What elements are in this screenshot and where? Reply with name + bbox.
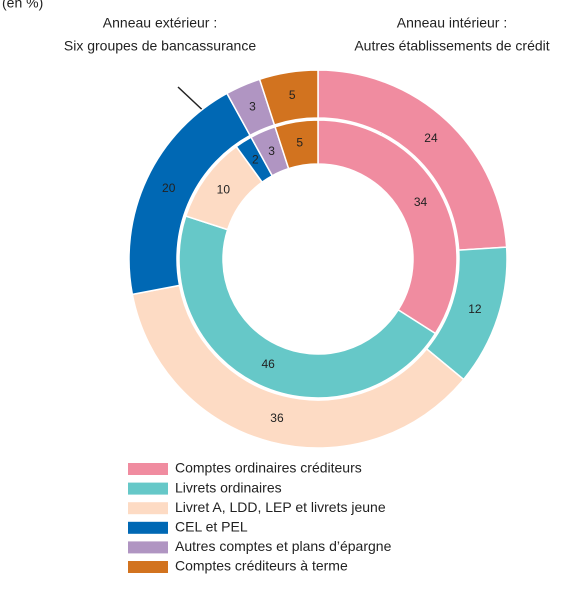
value-label: 34	[414, 195, 428, 209]
legend-label: Livrets ordinaires	[175, 479, 282, 495]
value-label: 2	[252, 152, 259, 166]
legend-label: CEL et PEL	[175, 519, 248, 535]
value-label: 36	[270, 411, 284, 425]
ring-segment	[274, 119, 319, 170]
unit-note: (en %)	[2, 0, 43, 11]
legend-label: Comptes ordinaires créditeurs	[175, 460, 362, 476]
ring-description: Six groupes de bancassurance	[64, 38, 256, 54]
value-label: 5	[296, 136, 303, 150]
ring-label: Anneau intérieur :	[397, 15, 508, 31]
legend-swatch	[128, 541, 168, 554]
legend-swatch	[128, 521, 168, 534]
ring-segment	[178, 215, 437, 399]
value-label: 20	[162, 181, 176, 195]
legend-swatch	[128, 561, 168, 573]
value-label: 3	[249, 100, 256, 114]
legend-label: Livret A, LDD, LEP et livrets jeune	[175, 499, 386, 515]
value-label: 3	[268, 144, 275, 158]
value-label: 10	[217, 182, 231, 196]
ring-segment	[131, 284, 465, 449]
ring-segment	[317, 119, 458, 335]
value-label: 12	[468, 302, 482, 316]
ring-label: Anneau extérieur :	[103, 15, 217, 31]
value-label: 46	[262, 357, 276, 371]
legend-swatch	[128, 482, 168, 495]
value-label: 24	[424, 131, 438, 145]
legend-swatch	[128, 502, 168, 515]
value-label: 5	[289, 88, 296, 102]
legend-label: Autres comptes et plans d’épargne	[175, 538, 392, 554]
legend-label: Comptes créditeurs à terme	[175, 558, 348, 574]
ring-description: Autres établissements de crédit	[354, 38, 549, 54]
legend-swatch	[128, 463, 168, 475]
ring-segment	[258, 69, 319, 126]
